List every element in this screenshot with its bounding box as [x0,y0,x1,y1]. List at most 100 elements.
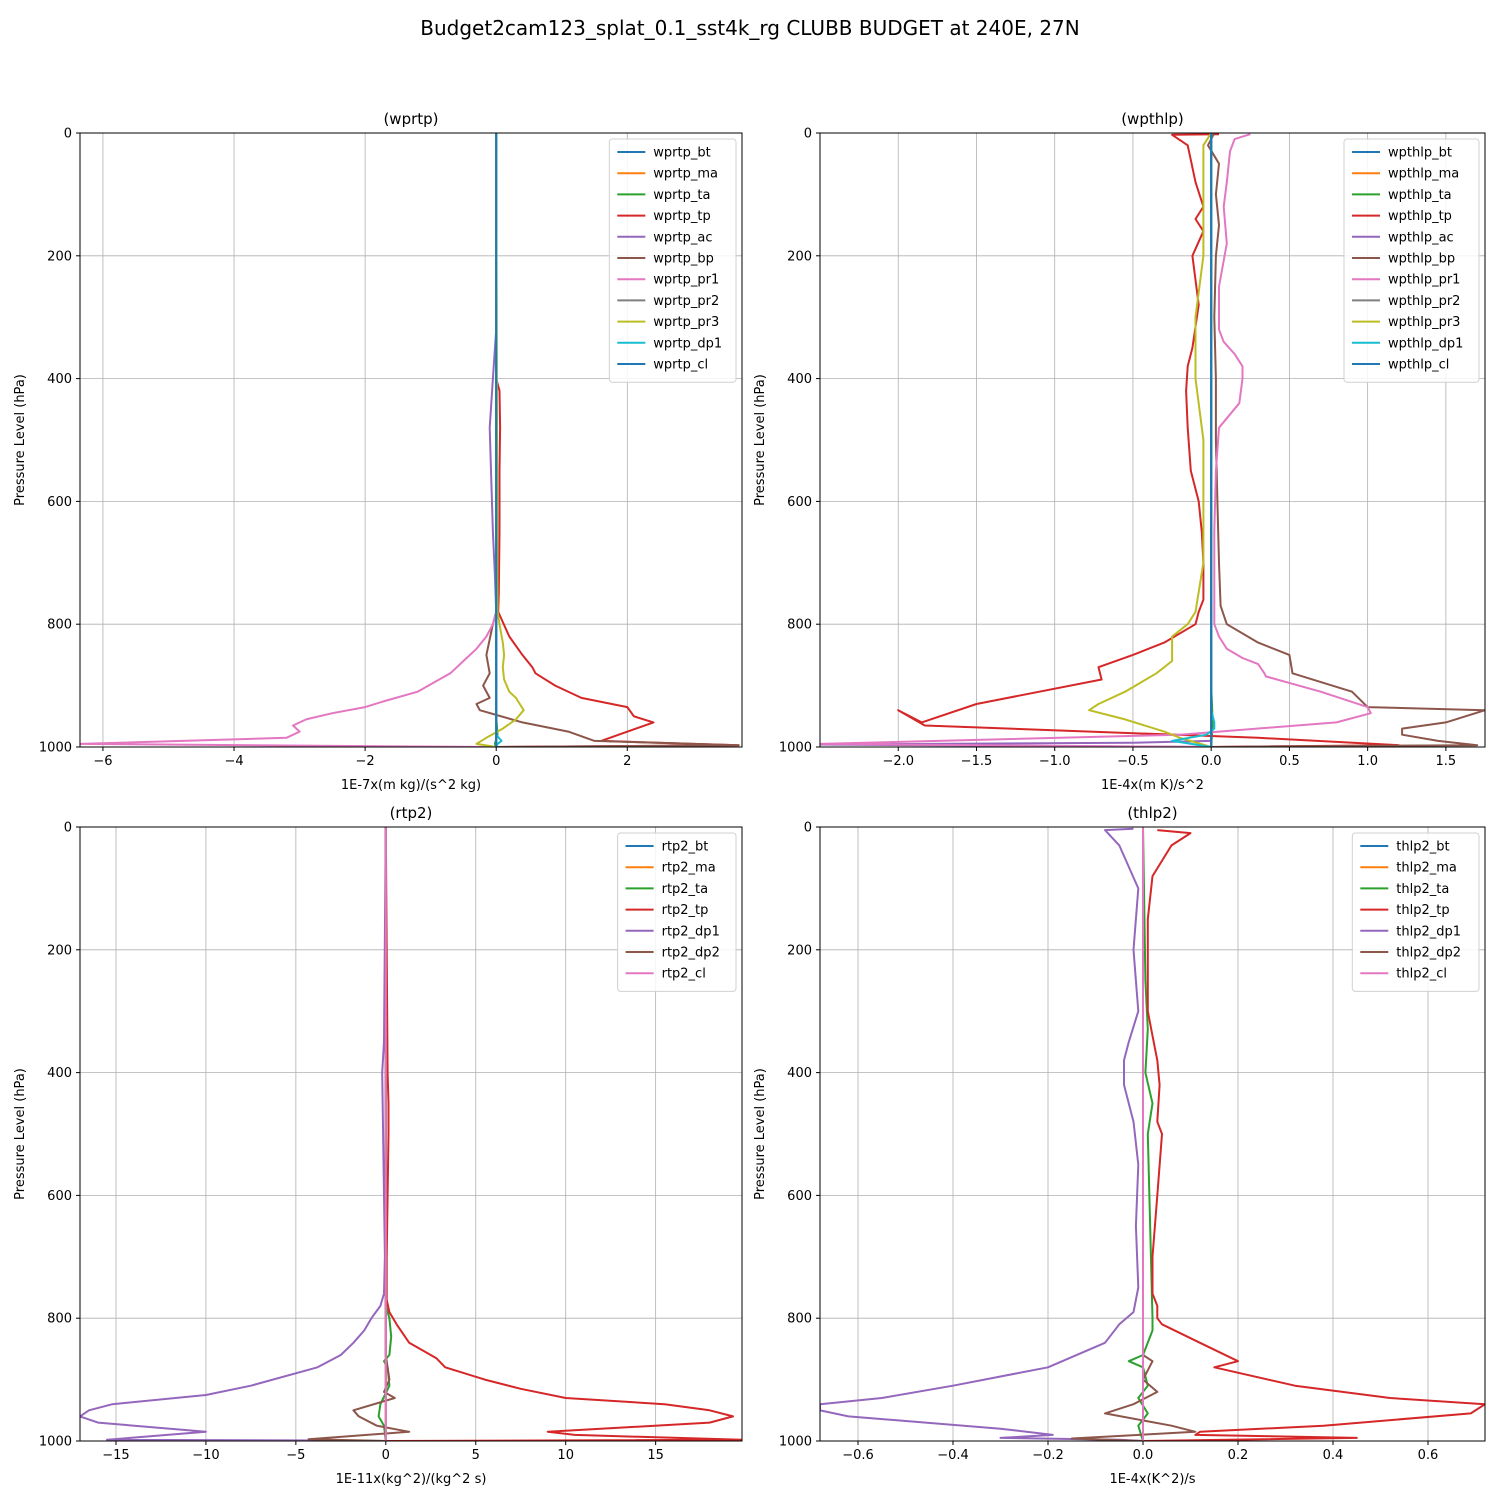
series-line-rtp2_dp2 [307,827,411,1441]
series-line-rtp2_dp1 [80,827,387,1441]
plot-frame [819,132,1486,748]
x-tick-label: 15 [647,1448,664,1463]
x-tick-label: −0.6 [842,1448,874,1463]
x-tick-label: −5 [286,1448,305,1463]
subplot-title: (wprtp) [383,110,438,128]
x-tick-label: 0.2 [1228,1448,1249,1463]
legend-label: wprtp_ta [653,188,710,203]
series-line-wprtp_bp [475,133,740,747]
legend: wpthlp_bt wpthlp_ma wpthlp_ta wpthlp_tpwpth… [1343,138,1480,383]
legend-label: thlp2_tp [1396,903,1449,918]
series-line-thlp2_ta [1127,827,1154,1441]
legend: thlp2_bt thlp2_ma thlp2_ta thlp2_tp thlp2_dp… [1351,832,1480,992]
legend-label: wprtp_pr3 [653,315,719,330]
legend-label: thlp2_ma [1396,861,1457,876]
y-axis-label: Pressure Level (hPa) [13,1068,28,1200]
y-tick-label: 600 [787,1189,812,1204]
legend-label: wpthlp_pr3 [1388,315,1460,330]
series-line-thlp2_dp1 [820,827,1144,1441]
legend-label: wprtp_bt [653,146,710,161]
legend-label: rtp2_cl [662,967,706,982]
y-tick-label: 600 [47,1189,72,1204]
y-axis-label: Pressure Level (hPa) [753,374,768,506]
y-tick-label: 600 [787,495,812,510]
y-tick-label: 200 [47,249,72,264]
y-tick-label: 0 [804,821,812,836]
x-tick-label: −2.0 [882,754,914,769]
y-tick-label: 400 [787,1066,812,1081]
plot-frame [79,132,743,748]
legend-label: wpthlp_tp [1388,209,1452,224]
legend: wprtp_bt wprtp_ma wprtp_ta wprtp_tp wprtp_ac… [608,138,737,383]
series-line-wpthlp_tp [897,133,1400,747]
legend-label: rtp2_dp2 [662,946,720,961]
subplot-title: (thlp2) [1127,804,1177,822]
legend-label: wpthlp_ma [1388,167,1459,182]
legend-label: wpthlp_bp [1388,252,1455,267]
series-line-wpthlp_dp1 [1171,133,1216,747]
series-line-thlp2_dp2 [1070,827,1197,1441]
series-line-wprtp_tp [495,329,740,747]
x-tick-label: −0.4 [937,1448,969,1463]
x-tick-label: 0.0 [1133,1448,1154,1463]
series-line-thlp2_tp [1142,829,1485,1441]
y-tick-label: 400 [47,372,72,387]
legend-label: wprtp_pr2 [653,294,719,309]
y-tick-label: 400 [47,1066,72,1081]
legend-label: rtp2_tp [662,903,709,918]
legend-label: wprtp_pr1 [653,273,719,288]
legend-label: wprtp_dp1 [653,336,722,351]
x-axis-label: 1E-4x(K^2)/s [1109,1472,1195,1487]
x-tick-label: 5 [472,1448,480,1463]
legend-label: wpthlp_dp1 [1388,336,1463,351]
y-axis-label: Pressure Level (hPa) [753,1068,768,1200]
x-tick-label: 0.4 [1323,1448,1344,1463]
y-tick-label: 0 [64,127,72,142]
series-line-wpthlp_pr3 [1088,133,1213,747]
x-tick-label: 0.6 [1418,1448,1439,1463]
x-tick-label: 0.0 [1201,754,1222,769]
x-tick-label: −0.2 [1032,1448,1064,1463]
x-tick-label: −10 [192,1448,219,1463]
legend-label: thlp2_bt [1396,840,1449,855]
x-axis-label: 1E-4x(m K)/s^2 [1101,778,1204,793]
chart-panel-2: −15 −10 −5 0 5 10 15 0 200 400 600 800 1000 (rtp2) 1E-… [13,804,743,1487]
legend: rtp2_bt rtp2_ma rtp2_ta rtp2_tp rtp2_dp1 rtp2… [617,832,737,992]
plot-frame [819,826,1486,1442]
series-line-rtp2_tp [384,827,742,1441]
y-tick-label: 0 [64,821,72,836]
legend-label: wprtp_cl [653,358,708,373]
x-tick-label: 0.5 [1279,754,1300,769]
legend-label: wprtp_bp [653,252,714,267]
series-line-wprtp_pr3 [475,133,525,747]
legend-label: wpthlp_cl [1388,358,1449,373]
plot-frame [79,826,743,1442]
y-tick-label: 800 [47,618,72,633]
x-tick-label: 1.5 [1436,754,1457,769]
x-tick-label: −4 [224,754,243,769]
x-tick-label: 2 [623,754,631,769]
legend-label: thlp2_dp2 [1396,946,1461,961]
y-tick-label: 1000 [779,741,812,756]
legend-label: wpthlp_ta [1388,188,1452,203]
x-tick-label: −6 [93,754,112,769]
subplot-title: (wpthlp) [1121,110,1184,128]
legend-label: rtp2_ma [662,861,716,876]
x-tick-label: −1.5 [961,754,993,769]
x-tick-label: 0 [492,754,500,769]
series-line-wpthlp_pr1 [820,133,1372,747]
subplot-title: (rtp2) [390,804,433,822]
legend-label: wprtp_ma [653,167,718,182]
y-tick-label: 600 [47,495,72,510]
y-axis-label: Pressure Level (hPa) [13,374,28,506]
x-tick-label: −15 [102,1448,129,1463]
legend-label: wprtp_tp [653,209,710,224]
legend-label: wpthlp_pr2 [1388,294,1460,309]
legend-label: wpthlp_ac [1388,230,1454,245]
legend-label: rtp2_ta [662,882,709,897]
x-axis-label: 1E-7x(m kg)/(s^2 kg) [341,778,481,793]
y-tick-label: 1000 [39,741,72,756]
x-tick-label: −2 [356,754,375,769]
chart-panel-0: −6 −4 −2 0 2 0 200 400 600 800 1000 (wprtp) 1E-7x(m … [13,110,743,793]
